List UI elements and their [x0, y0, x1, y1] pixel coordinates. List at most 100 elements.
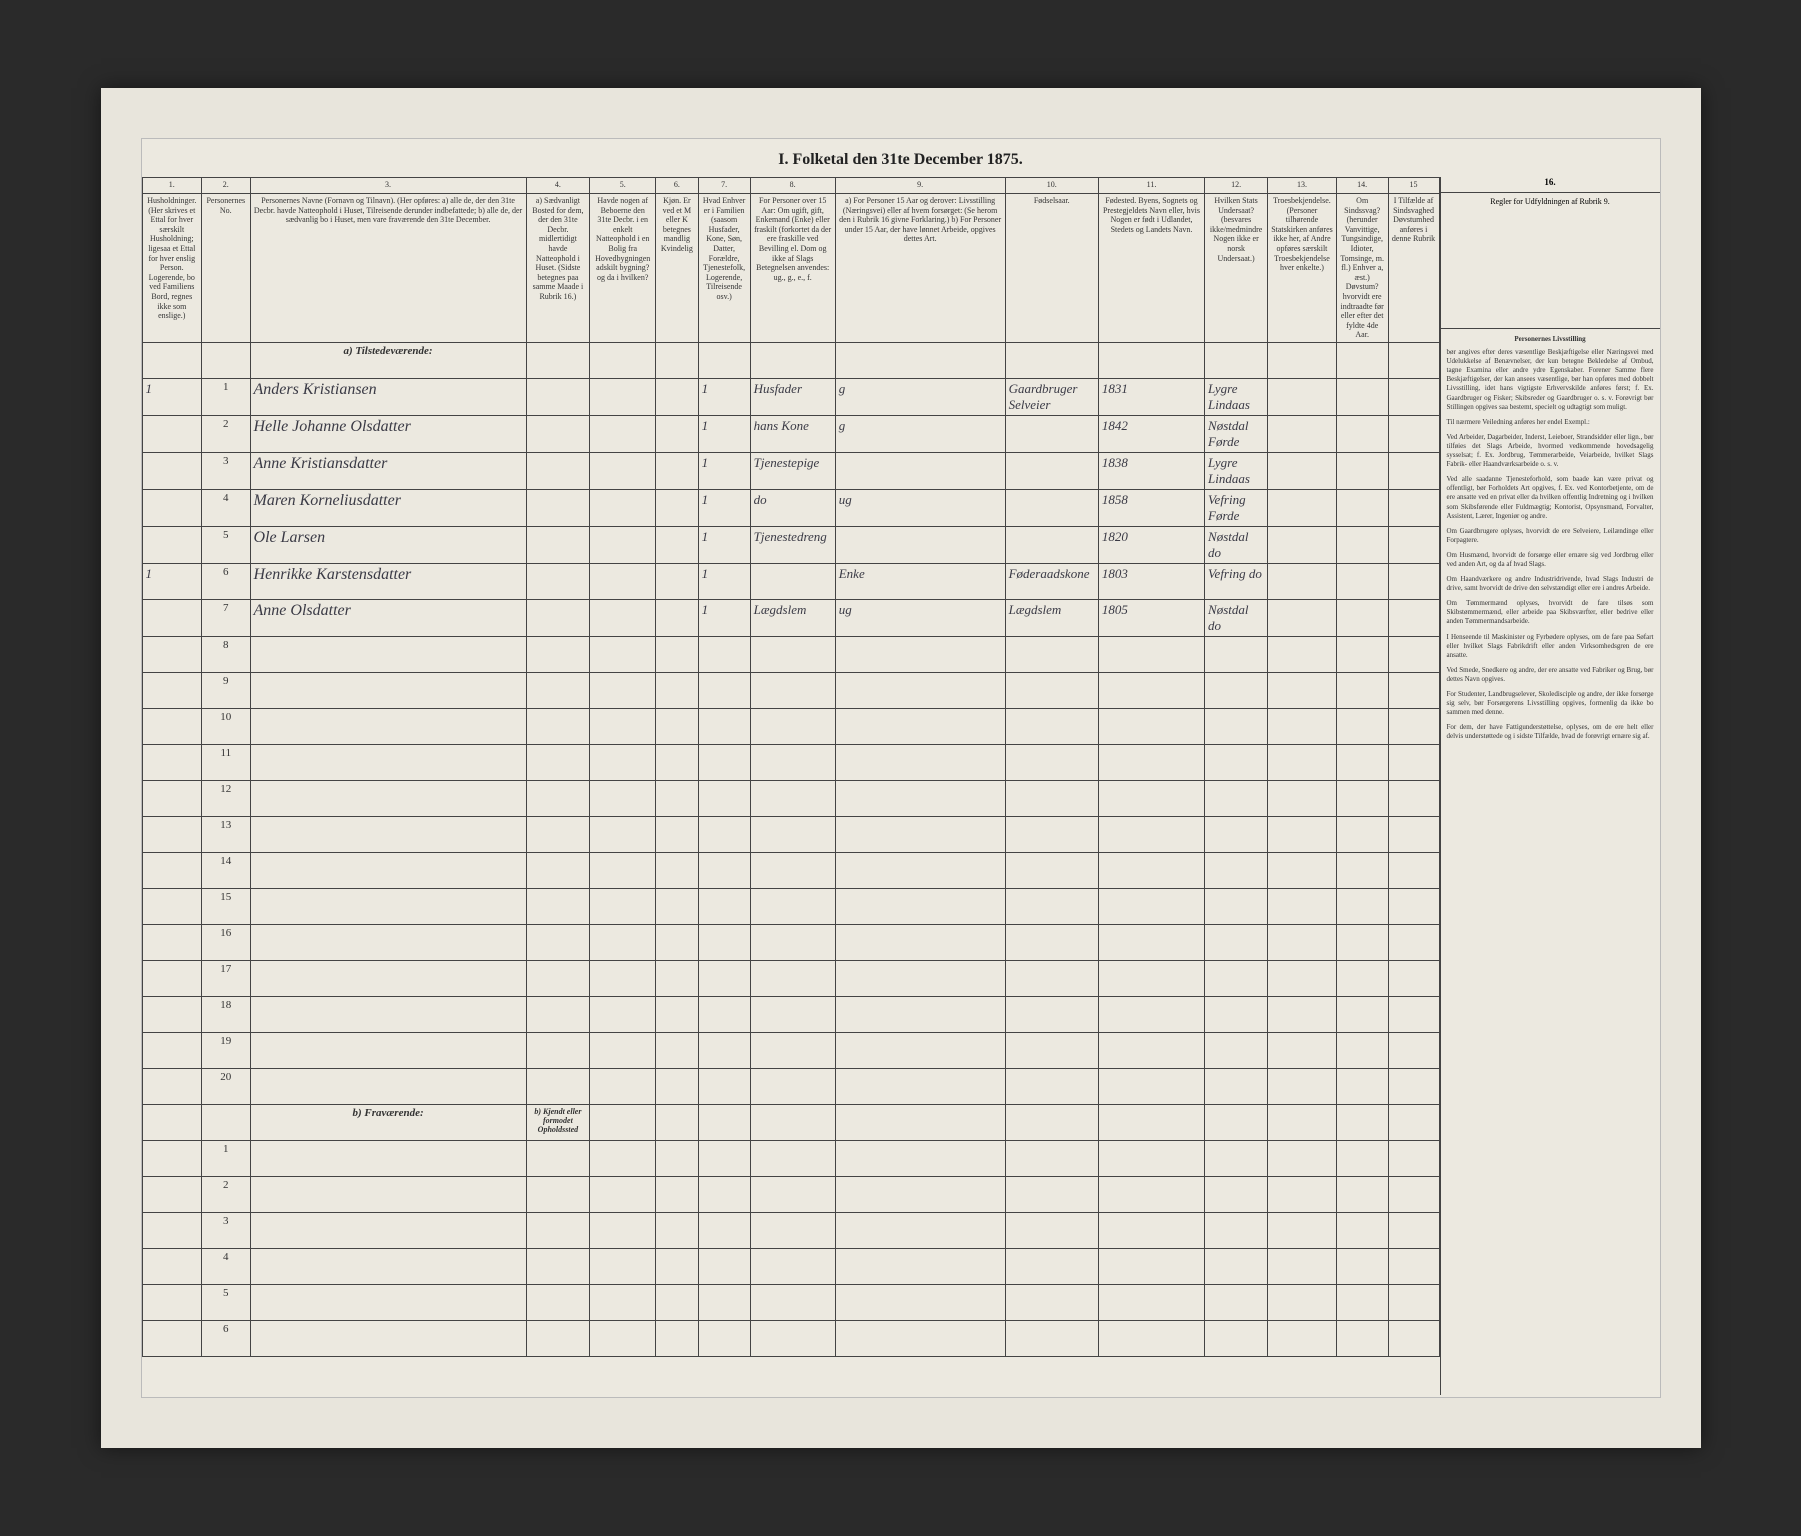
- page-title: I. Folketal den 31te December 1875.: [142, 139, 1660, 177]
- instructions-paragraph: Ved alle saadanne Tjenesteforhold, som b…: [1447, 475, 1654, 520]
- cell-c5: [590, 599, 656, 636]
- instructions-paragraph: Om Gaardbrugere oplyses, hvorvidt de ere…: [1447, 527, 1654, 545]
- cell-household: [142, 415, 202, 452]
- cell-family: [750, 563, 835, 599]
- table-row-empty: 16: [142, 924, 1439, 960]
- cell-civil: ug: [835, 489, 1005, 526]
- cell-c5: [590, 563, 656, 599]
- cell-c6: [656, 599, 698, 636]
- cell-c12: [1268, 563, 1337, 599]
- colnum-7: 7.: [698, 178, 750, 194]
- cell-c5: [590, 415, 656, 452]
- cell-year: 1803: [1098, 563, 1204, 599]
- table-row-empty: 2: [142, 1176, 1439, 1212]
- table-row-empty: 6: [142, 1320, 1439, 1356]
- cell-person-num: 17: [202, 960, 250, 996]
- instructions-heading: Personernes Livsstilling: [1447, 335, 1654, 344]
- cell-place: Lygre Lindaas: [1205, 452, 1268, 489]
- cell-civil: Enke: [835, 563, 1005, 599]
- cell-c5: [590, 452, 656, 489]
- table-row-empty: 12: [142, 780, 1439, 816]
- instructions-paragraph: For Studenter, Landbrugselever, Skoledis…: [1447, 690, 1654, 717]
- table-row-empty: 11: [142, 744, 1439, 780]
- instructions-paragraph: For dem, der have Fattigunderstøttelse, …: [1447, 723, 1654, 741]
- cell-name: Henrikke Karstensdatter: [250, 563, 526, 599]
- cell-c14: [1388, 526, 1439, 563]
- cell-c5: [590, 526, 656, 563]
- cell-c5: [590, 489, 656, 526]
- header-15: I Tilfælde af Sindsvaghed Døvstumhed anf…: [1388, 194, 1439, 343]
- cell-c13: [1336, 415, 1388, 452]
- cell-c4: [526, 526, 590, 563]
- cell-family: Husfader: [750, 378, 835, 415]
- header-8: For Personer over 15 Aar: Om ugift, gift…: [750, 194, 835, 343]
- table-row: 3 Anne Kristiansdatter 1 Tjenestepige 18…: [142, 452, 1439, 489]
- census-table: 1. 2. 3. 4. 5. 6. 7. 8. 9. 10. 11. 12.: [142, 177, 1440, 1357]
- section-a-label: a) Tilstedeværende:: [250, 342, 526, 378]
- cell-household: [142, 452, 202, 489]
- header-row: Husholdninger. (Her skrives et Ettal for…: [142, 194, 1439, 343]
- table-row: 5 Ole Larsen 1 Tjenestedreng 1820 Nøstda…: [142, 526, 1439, 563]
- cell-c6: [656, 526, 698, 563]
- cell-place: Vefring Førde: [1205, 489, 1268, 526]
- header-10: Fødselsaar.: [1005, 194, 1098, 343]
- table-row: 1 6 Henrikke Karstensdatter 1 Enke Føder…: [142, 563, 1439, 599]
- cell-c6: [656, 415, 698, 452]
- cell-c12: [1268, 526, 1337, 563]
- colnum-1: 1.: [142, 178, 202, 194]
- cell-c6: [656, 378, 698, 415]
- table-row: 7 Anne Olsdatter 1 Lægdslem ug Lægdslem …: [142, 599, 1439, 636]
- cell-c4: [526, 489, 590, 526]
- header-13: Troesbekjendelse. (Personer tilhørende S…: [1268, 194, 1337, 343]
- cell-person-num: 3: [202, 1212, 250, 1248]
- section-a-body: a) Tilstedeværende: 1 1 Anders Kristians…: [142, 342, 1439, 1104]
- table-row: 2 Helle Johanne Olsdatter 1 hans Kone g …: [142, 415, 1439, 452]
- cell-person-num: 4: [202, 489, 250, 526]
- colnum-8: 8.: [750, 178, 835, 194]
- instructions-column: 16. Regler for Udfyldningen af Rubrik 9.…: [1440, 177, 1660, 1395]
- cell-person-num: 8: [202, 636, 250, 672]
- colnum-2: 2.: [202, 178, 250, 194]
- colnum-5: 5.: [590, 178, 656, 194]
- instructions-paragraph: Om Husmænd, hvorvidt de forsørge eller e…: [1447, 551, 1654, 569]
- cell-c6: [656, 452, 698, 489]
- cell-c5: [590, 378, 656, 415]
- instructions-paragraph: Ved Arbeider, Dagarbeider, Inderst, Leie…: [1447, 433, 1654, 469]
- cell-year: 1838: [1098, 452, 1204, 489]
- section-b-label-row: b) Fraværende: b) Kjendt eller formodet …: [142, 1104, 1439, 1140]
- header-2: Personernes No.: [202, 194, 250, 343]
- cell-person-num: 3: [202, 452, 250, 489]
- cell-place: Nøstdal Førde: [1205, 415, 1268, 452]
- instructions-paragraph: Om Haandværkere og andre Industridrivend…: [1447, 575, 1654, 593]
- header-3: Personernes Navne (Fornavn og Tilnavn). …: [250, 194, 526, 343]
- cell-c14: [1388, 452, 1439, 489]
- cell-person-num: 4: [202, 1248, 250, 1284]
- cell-person-num: 1: [202, 1140, 250, 1176]
- cell-year: 1820: [1098, 526, 1204, 563]
- cell-name: Anders Kristiansen: [250, 378, 526, 415]
- cell-c12: [1268, 599, 1337, 636]
- cell-person-num: 12: [202, 780, 250, 816]
- table-row: 1 1 Anders Kristiansen 1 Husfader g Gaar…: [142, 378, 1439, 415]
- instructions-paragraph: bør angives efter deres væsentlige Beskj…: [1447, 348, 1654, 412]
- cell-family: Lægdslem: [750, 599, 835, 636]
- cell-place: Lygre Lindaas: [1205, 378, 1268, 415]
- colnum-9: 9.: [835, 178, 1005, 194]
- cell-person-num: 5: [202, 526, 250, 563]
- cell-name: Ole Larsen: [250, 526, 526, 563]
- cell-person-num: 20: [202, 1068, 250, 1104]
- cell-c14: [1388, 378, 1439, 415]
- table-row-empty: 13: [142, 816, 1439, 852]
- cell-occupation: [1005, 526, 1098, 563]
- cell-family: hans Kone: [750, 415, 835, 452]
- cell-c7: 1: [698, 489, 750, 526]
- instructions-paragraph: Om Tømmermænd oplyses, hvorvidt de fare …: [1447, 599, 1654, 626]
- cell-person-num: 18: [202, 996, 250, 1032]
- cell-person-num: 11: [202, 744, 250, 780]
- colnum-16: 16.: [1441, 177, 1660, 193]
- colnum-4: 4.: [526, 178, 590, 194]
- table-row-empty: 18: [142, 996, 1439, 1032]
- cell-person-num: 1: [202, 378, 250, 415]
- table-row-empty: 15: [142, 888, 1439, 924]
- cell-occupation: [1005, 415, 1098, 452]
